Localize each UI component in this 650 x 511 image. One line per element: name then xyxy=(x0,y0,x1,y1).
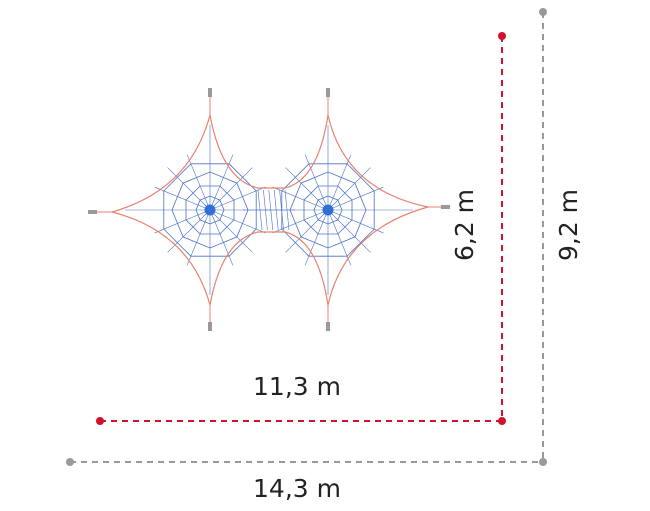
net-rope xyxy=(272,186,329,211)
net-rope xyxy=(209,154,234,211)
dot xyxy=(498,417,506,425)
net-rope xyxy=(327,209,352,266)
net-rope xyxy=(284,189,290,231)
net-rope xyxy=(273,189,279,231)
net-rope xyxy=(268,189,274,231)
net-rope xyxy=(154,209,211,234)
post xyxy=(208,88,212,97)
net-rope xyxy=(327,209,371,253)
dimension-lines xyxy=(70,12,544,463)
dot xyxy=(66,458,74,466)
dot xyxy=(539,458,547,466)
dot xyxy=(539,8,547,16)
net-rope xyxy=(209,209,253,253)
post xyxy=(88,210,97,214)
net-rope xyxy=(209,186,266,211)
net-rope xyxy=(285,209,329,253)
inner-depth-label: 6,2 m xyxy=(450,189,479,261)
posts xyxy=(88,88,450,331)
post xyxy=(326,322,330,331)
post xyxy=(441,205,450,209)
net-rope xyxy=(154,186,211,211)
post xyxy=(208,322,212,331)
net-hub xyxy=(204,204,216,216)
net-rope xyxy=(209,167,253,211)
net-rope xyxy=(327,209,384,234)
post xyxy=(326,88,330,97)
net-rope xyxy=(186,209,211,266)
net-rope xyxy=(209,209,234,266)
net-rope xyxy=(279,189,284,231)
net-hub xyxy=(322,204,334,216)
net-rope xyxy=(327,154,352,211)
net-rope xyxy=(285,167,329,211)
outer-depth-label: 9,2 m xyxy=(554,189,583,261)
net-rope xyxy=(327,186,384,211)
net-rope xyxy=(209,209,266,234)
net-rope xyxy=(167,167,211,211)
dot xyxy=(96,417,104,425)
net-structure xyxy=(125,125,413,295)
net-rope xyxy=(186,154,211,211)
net-rope xyxy=(304,209,329,266)
anchor-posts xyxy=(96,96,442,324)
dimension-dots xyxy=(66,8,547,466)
net-rope xyxy=(167,209,211,253)
net-rope xyxy=(327,167,371,211)
net-rope xyxy=(272,209,329,234)
inner-width-label: 11,3 m xyxy=(253,372,341,401)
net-rope xyxy=(304,154,329,211)
dot xyxy=(498,32,506,40)
net-rope xyxy=(263,189,268,231)
net-rope xyxy=(257,189,263,231)
outer-width-label: 14,3 m xyxy=(253,474,341,503)
